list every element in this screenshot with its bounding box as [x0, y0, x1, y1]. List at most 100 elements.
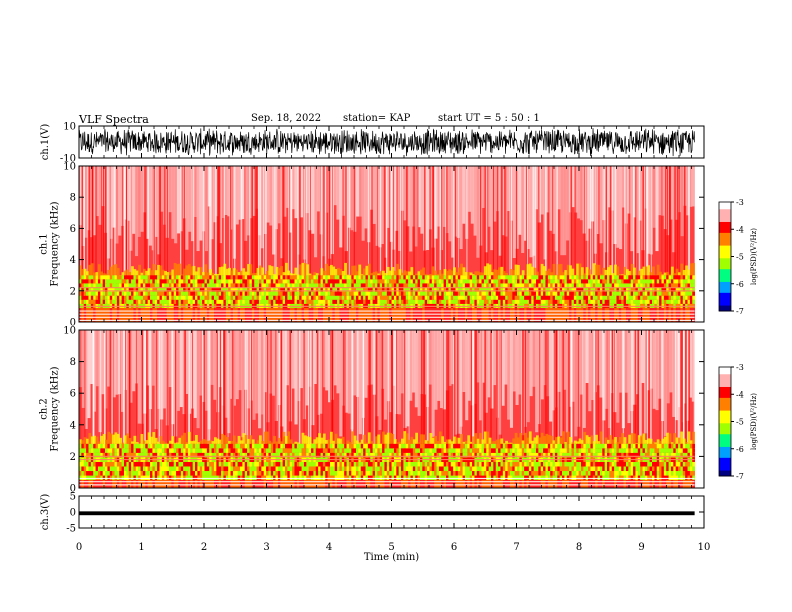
psd-cell: [408, 295, 411, 300]
psd-cell: [403, 299, 407, 304]
psd-cell: [164, 287, 168, 292]
psd-cell: [498, 287, 501, 292]
psd-cell: [476, 330, 480, 383]
psd-cell: [190, 295, 194, 300]
psd-cell: [514, 295, 518, 300]
psd-cell: [367, 275, 371, 280]
psd-cell: [460, 452, 463, 458]
psd-cell: [287, 275, 291, 280]
psd-cell: [270, 279, 274, 284]
psd-cell: [616, 275, 620, 280]
psd-cell: [112, 283, 115, 288]
psd-cell: [237, 272, 241, 276]
psd-cell: [607, 291, 610, 296]
psd-cell: [486, 291, 490, 296]
psd-cell: [150, 443, 153, 449]
psd-cell: [258, 265, 262, 276]
psd-cell: [448, 475, 452, 481]
psd-cell: [517, 287, 520, 292]
psd-cell: [628, 291, 632, 296]
psd-cell: [459, 166, 463, 250]
psd-cell: [140, 461, 144, 467]
psd-cell: [614, 275, 617, 280]
psd-cell: [249, 295, 253, 300]
psd-cell: [505, 291, 508, 296]
psd-cell: [337, 448, 340, 453]
psd-cell: [424, 275, 428, 280]
psd-cell: [292, 295, 295, 300]
psd-cell: [216, 443, 220, 449]
psd-cell: [322, 330, 326, 388]
psd-cell: [266, 461, 269, 467]
psd-cell: [396, 475, 400, 481]
psd-cell: [100, 275, 104, 280]
psd-cell: [86, 452, 89, 458]
psd-cell: [232, 466, 236, 472]
psd-cell: [566, 283, 570, 288]
psd-cell: [441, 452, 445, 458]
psd-cell: [164, 443, 168, 449]
psd-cell: [131, 466, 134, 472]
psd-cell: [543, 266, 546, 276]
psd-cell: [512, 295, 516, 300]
psd-cell: [457, 283, 461, 288]
psd-cell: [209, 452, 212, 458]
psd-cell: [401, 443, 404, 449]
psd-cell: [93, 287, 96, 292]
psd-cell: [543, 295, 546, 300]
psd-cell: [419, 452, 423, 458]
psd-cell: [225, 291, 229, 296]
psd-cell: [116, 307, 120, 322]
psd-cell: [687, 307, 691, 322]
psd-cell: [344, 275, 347, 280]
psd-cell: [372, 299, 376, 304]
psd-cell: [193, 330, 197, 418]
psd-cell: [223, 291, 227, 296]
psd-cell: [467, 330, 472, 401]
psd-cell: [356, 452, 359, 458]
psd-cell: [571, 283, 575, 288]
psd-cell: [443, 279, 447, 284]
psd-cell: [457, 287, 461, 292]
psd-cell: [260, 330, 264, 415]
psd-cell: [168, 475, 172, 481]
psd-cell: [213, 471, 217, 476]
psd-cell: [266, 166, 270, 223]
psd-cell: [109, 466, 113, 472]
psd-cell: [223, 283, 227, 288]
psd-cell: [526, 275, 530, 280]
psd-cell: [284, 461, 288, 467]
psd-cell: [348, 471, 352, 476]
psd-cell: [121, 279, 125, 284]
psd-cell: [502, 287, 506, 292]
psd-cell: [145, 299, 149, 304]
psd-cell: [327, 299, 331, 304]
psd-cell: [540, 295, 544, 300]
psd-cell: [225, 287, 229, 292]
psd-cell: [518, 330, 522, 395]
psd-cell: [550, 299, 553, 304]
psd-cell: [448, 466, 452, 472]
psd-cell: [114, 287, 118, 292]
psd-cell: [306, 466, 310, 472]
psd-cell: [242, 283, 246, 288]
psd-cell: [649, 283, 653, 288]
psd-cell: [142, 283, 146, 288]
psd-cell: [360, 283, 364, 288]
psd-cell: [230, 448, 234, 453]
psd-cell: [199, 275, 203, 280]
psd-cell: [405, 299, 409, 304]
psd-cell: [263, 452, 267, 458]
psd-cell: [303, 448, 307, 453]
psd-cell: [422, 452, 426, 458]
psd-cell: [230, 475, 234, 481]
psd-cell: [232, 283, 236, 288]
psd-cell: [140, 471, 144, 476]
psd-cell: [618, 287, 622, 292]
psd-cell: [595, 279, 598, 284]
psd-cell: [528, 279, 532, 284]
ylabel-line: ch.1(V): [40, 124, 51, 161]
psd-cell: [621, 275, 624, 280]
psd-cell: [434, 475, 437, 481]
psd-cell: [251, 291, 255, 296]
